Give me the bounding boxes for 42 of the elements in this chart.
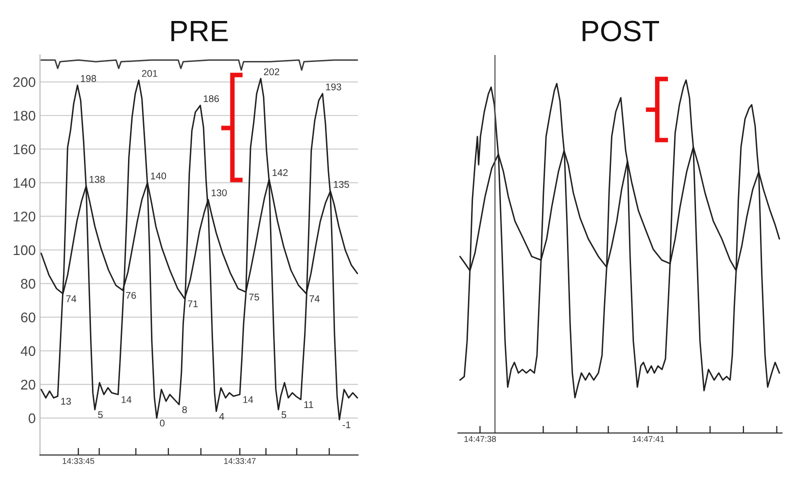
data-label: 8 xyxy=(182,406,187,414)
data-label: 0 xyxy=(160,420,165,427)
x-tick-label: 14:47:41 xyxy=(632,436,664,442)
y-tick-label: 0 xyxy=(28,413,36,424)
data-label: 193 xyxy=(326,83,342,90)
chart-title: PRE xyxy=(171,21,228,42)
data-label: 135 xyxy=(334,180,349,188)
data-label: 202 xyxy=(264,68,280,76)
data-label: 142 xyxy=(272,169,288,176)
y-tick-label: 100 xyxy=(14,245,36,256)
chart-title: POST xyxy=(582,20,660,42)
data-label: -1 xyxy=(342,421,350,428)
y-tick-label: 80 xyxy=(20,278,36,289)
data-label: 5 xyxy=(98,411,103,418)
x-tick-label: 14:33:47 xyxy=(224,458,256,464)
y-tick-label: 200 xyxy=(13,77,36,88)
data-label: 74 xyxy=(66,295,76,302)
data-label: 75 xyxy=(249,294,260,301)
data-label: 14 xyxy=(243,396,254,403)
data-label: 11 xyxy=(304,401,314,408)
y-tick-label: 60 xyxy=(21,312,36,322)
data-label: 76 xyxy=(126,292,136,299)
data-label: 13 xyxy=(61,398,71,405)
data-label: 198 xyxy=(80,75,96,82)
data-label: 74 xyxy=(310,295,320,302)
data-label: 4 xyxy=(219,413,224,420)
data-label: 138 xyxy=(90,176,105,183)
y-tick-label: 160 xyxy=(14,144,36,154)
data-label: 201 xyxy=(142,70,158,77)
y-tick-label: 40 xyxy=(20,346,36,356)
data-label: 5 xyxy=(282,411,286,418)
x-tick-label: 14:33:45 xyxy=(62,458,94,464)
x-tick-label: 14:47:38 xyxy=(464,436,496,442)
y-tick-label: 140 xyxy=(14,178,36,188)
data-label: 71 xyxy=(188,300,198,308)
data-label: 130 xyxy=(212,189,227,196)
y-tick-label: 120 xyxy=(14,212,36,222)
y-tick-label: 20 xyxy=(21,380,36,390)
y-tick-label: 180 xyxy=(14,110,36,121)
data-label: 14 xyxy=(122,396,132,403)
data-label: 186 xyxy=(204,95,219,102)
data-label: 140 xyxy=(150,172,166,180)
